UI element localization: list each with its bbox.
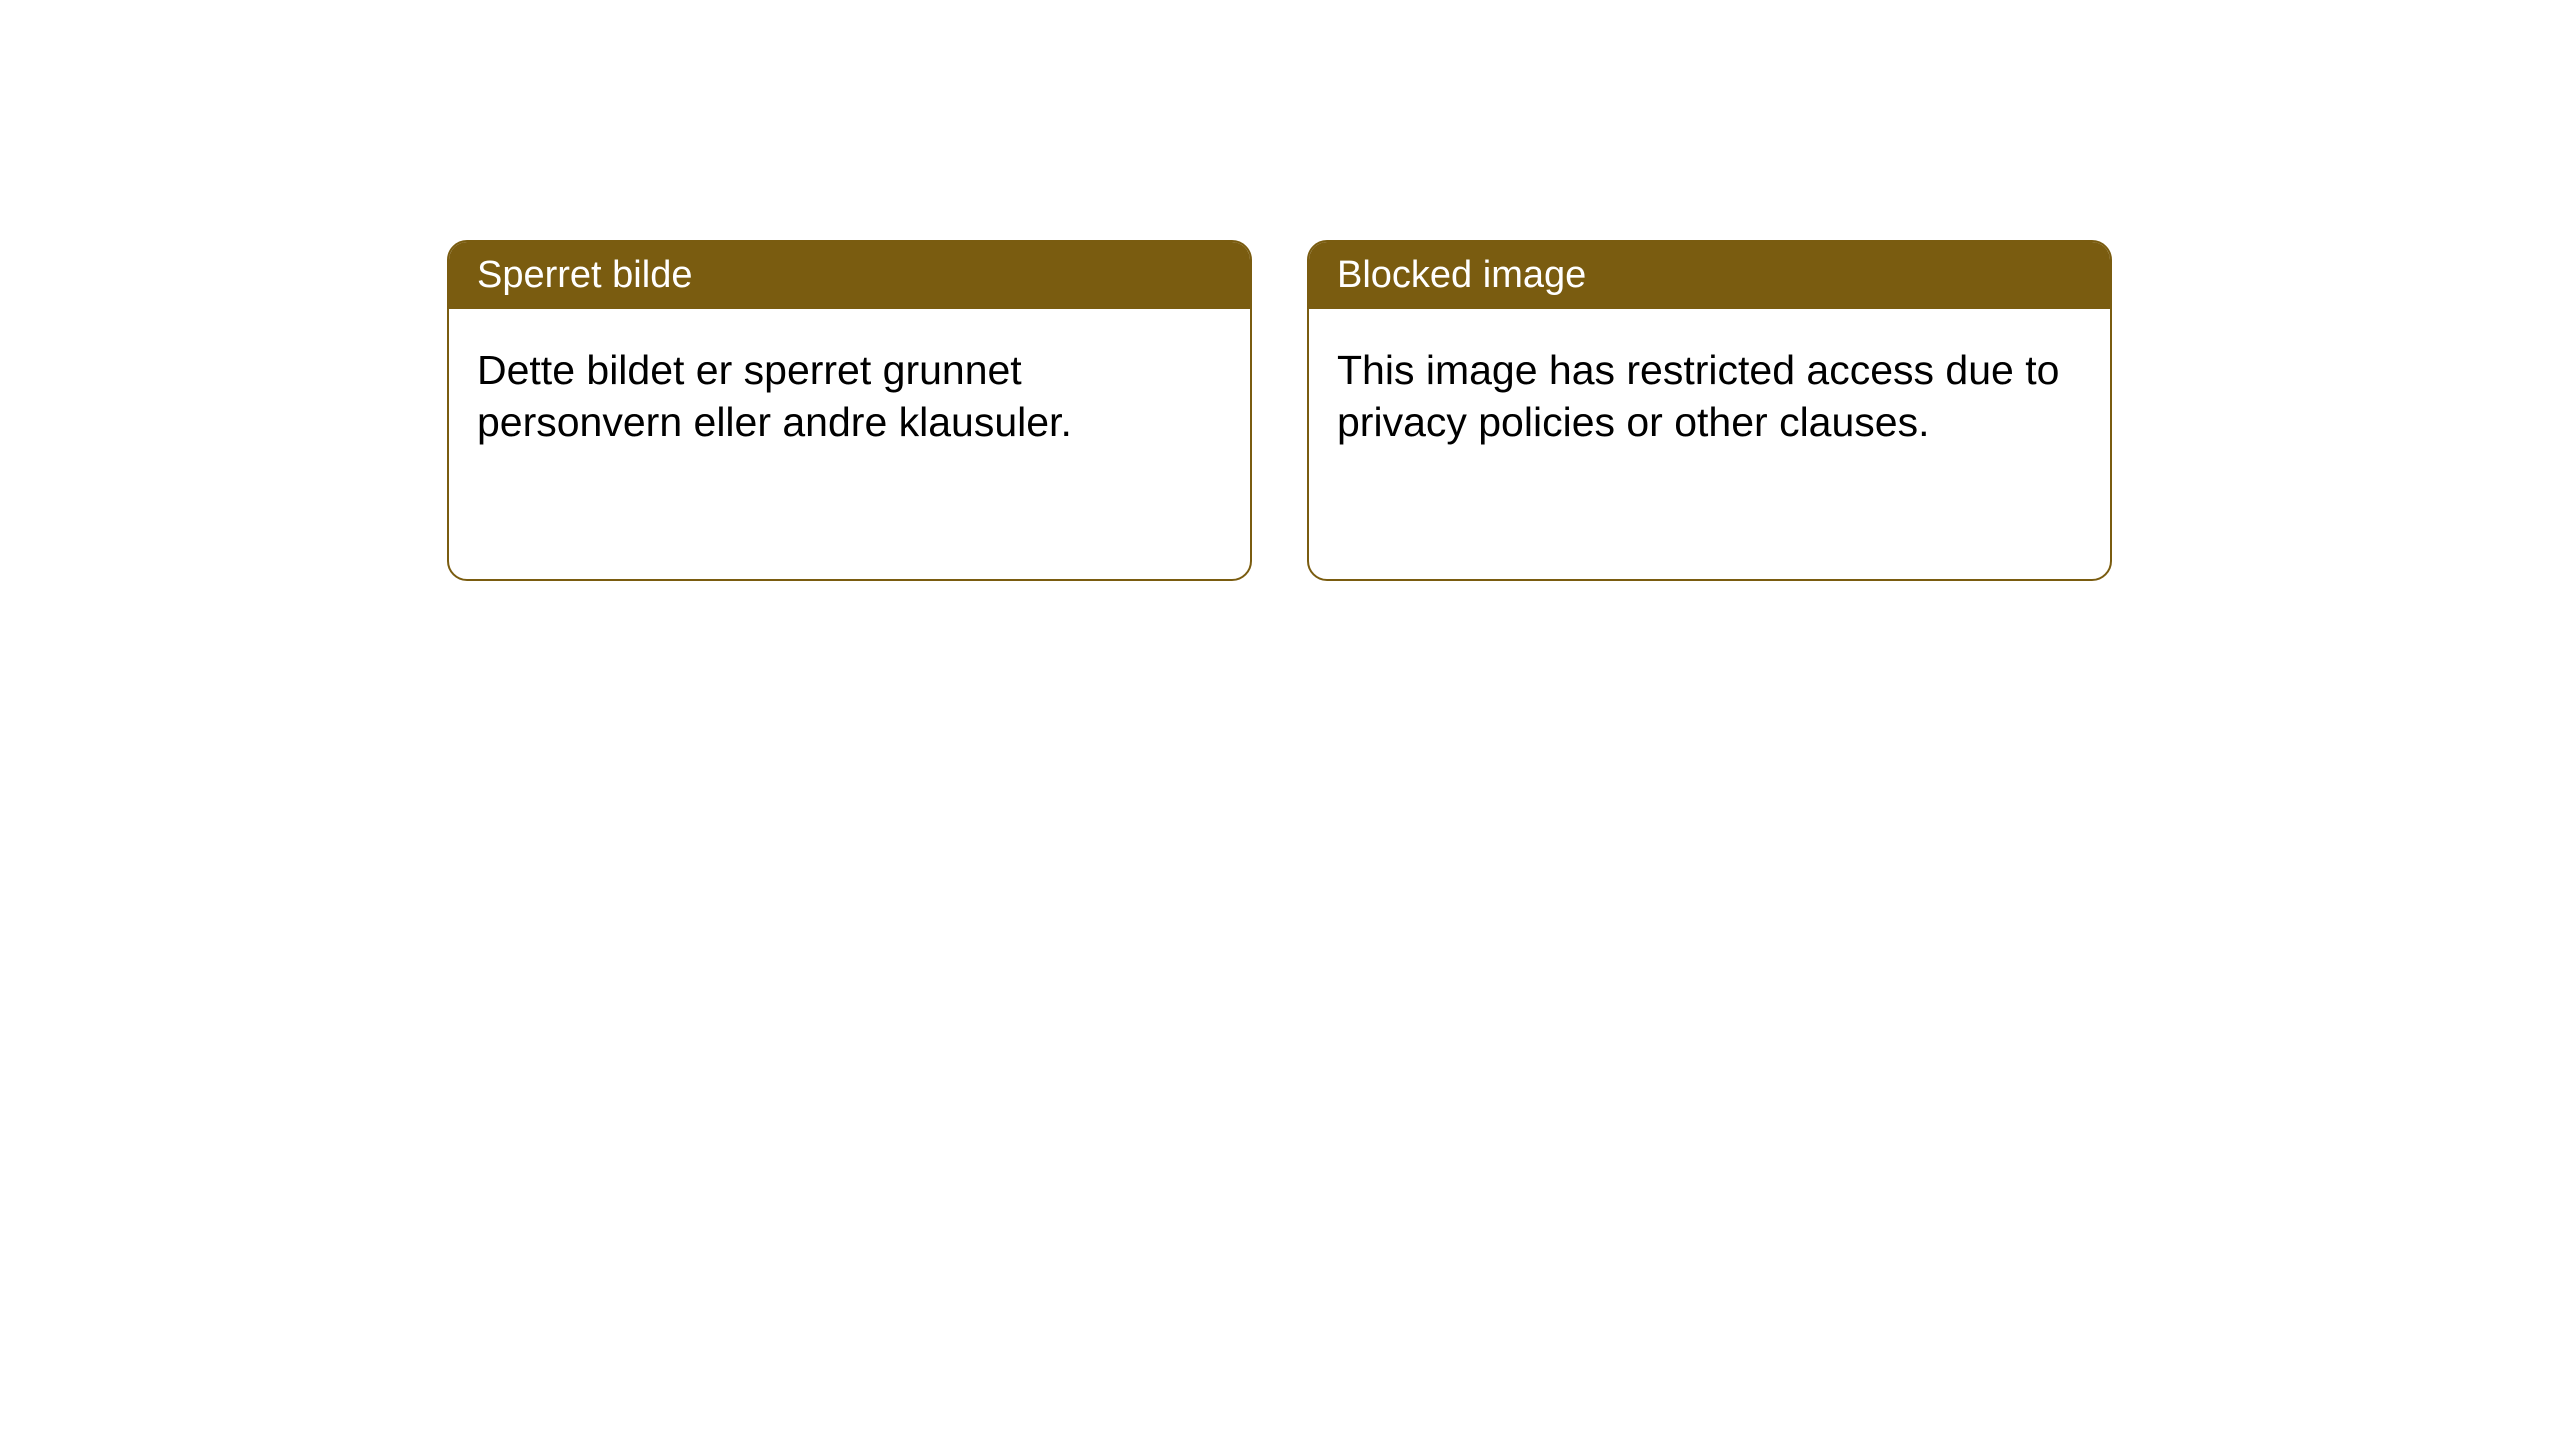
notice-card-english: Blocked image This image has restricted … xyxy=(1307,240,2112,581)
notice-body: This image has restricted access due to … xyxy=(1309,309,2110,579)
notice-container: Sperret bilde Dette bildet er sperret gr… xyxy=(447,240,2112,581)
notice-card-norwegian: Sperret bilde Dette bildet er sperret gr… xyxy=(447,240,1252,581)
notice-header: Blocked image xyxy=(1309,242,2110,309)
notice-header: Sperret bilde xyxy=(449,242,1250,309)
notice-body: Dette bildet er sperret grunnet personve… xyxy=(449,309,1250,579)
